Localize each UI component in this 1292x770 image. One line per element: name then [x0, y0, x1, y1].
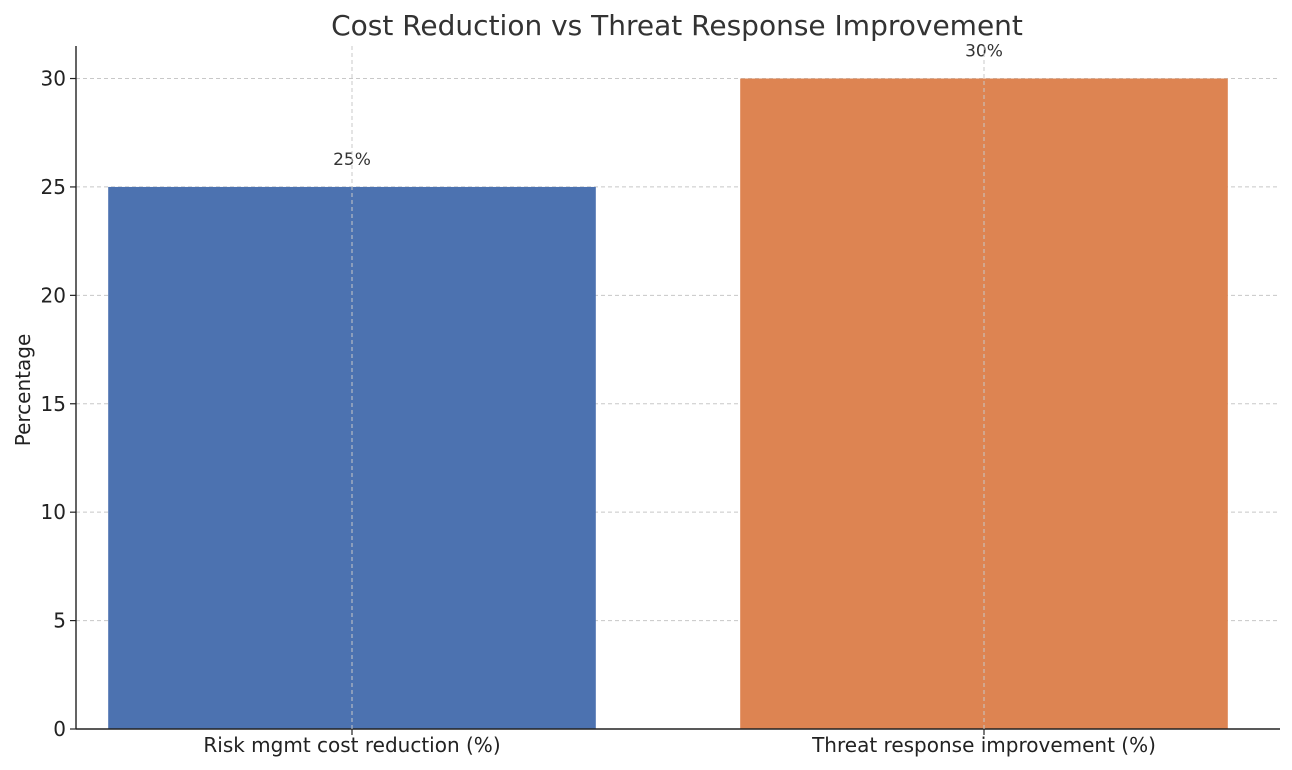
y-tick-label-6: 30 — [41, 67, 66, 91]
y-tick-label-5: 25 — [41, 175, 66, 199]
y-tick-label-0: 0 — [53, 717, 66, 741]
axes-layer — [70, 46, 1280, 735]
y-tick-label-1: 5 — [53, 609, 66, 633]
y-axis-label: Percentage — [11, 334, 35, 447]
x-tick-label-0: Risk mgmt cost reduction (%) — [203, 733, 500, 757]
y-tick-label-2: 10 — [41, 500, 66, 524]
chart-title: Cost Reduction vs Threat Response Improv… — [331, 9, 1023, 42]
labels-layer: 0 5 10 15 20 25 30 Risk mgmt cost reduction (%)… — [41, 42, 1156, 757]
bar-0 — [108, 186, 596, 729]
y-tick-label-4: 20 — [41, 283, 66, 307]
y-tick-label-3: 15 — [41, 392, 66, 416]
x-tick-label-1: Threat response improvement (%) — [811, 733, 1156, 757]
data-label-1: 30% — [965, 42, 1003, 62]
bars-layer — [108, 78, 1228, 730]
